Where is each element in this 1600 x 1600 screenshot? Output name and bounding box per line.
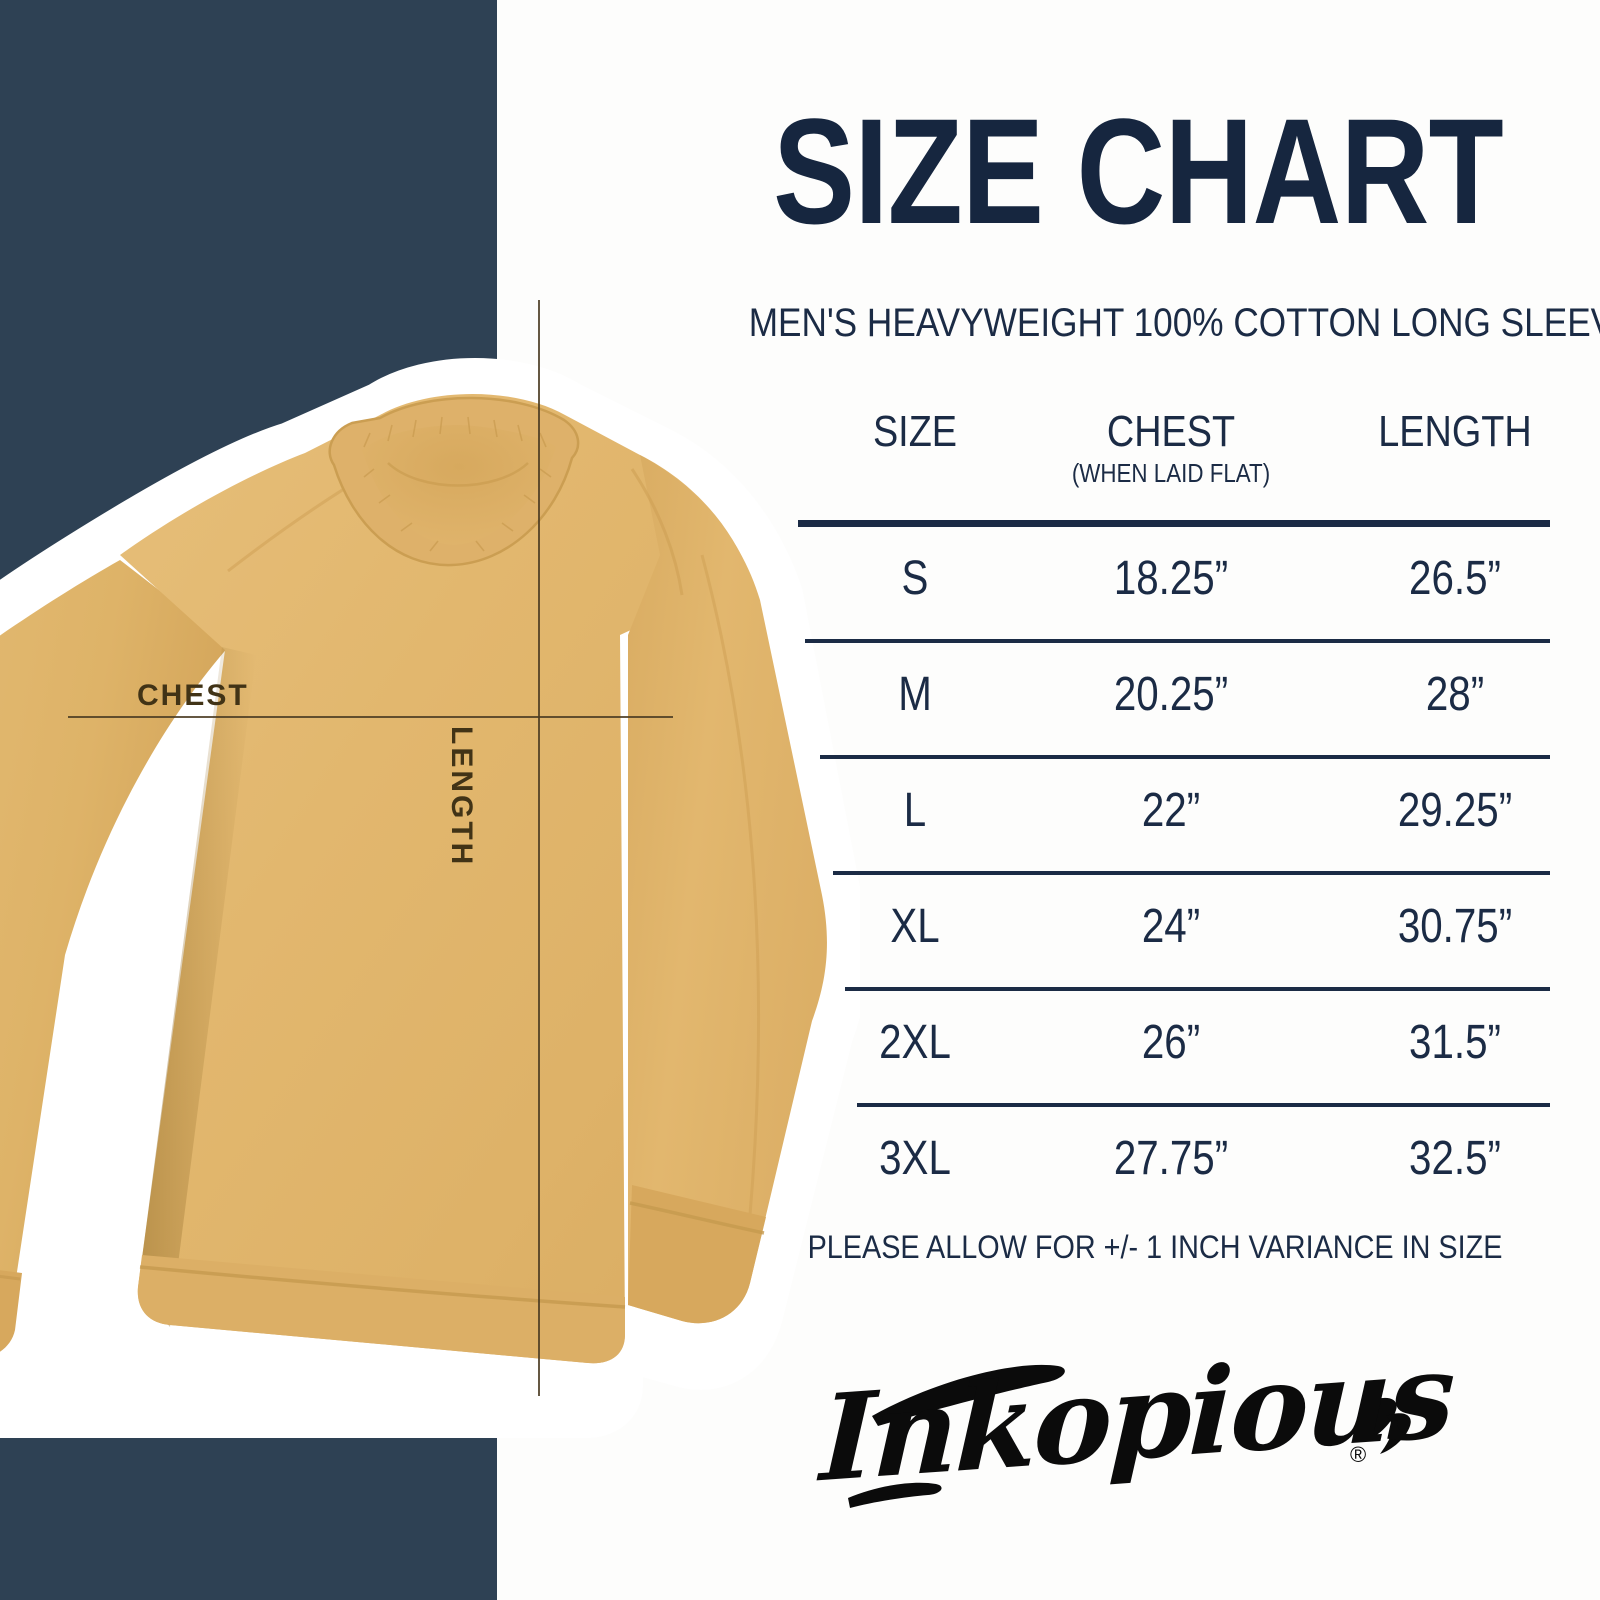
size-table: SIZE CHEST LENGTH (WHEN LAID FLAT) S 18.… — [795, 408, 1595, 1185]
content-column: SIZE CHART MEN'S HEAVYWEIGHT 100% COTTON… — [700, 0, 1600, 1600]
registered-trademark-icon: ® — [1350, 1442, 1367, 1467]
column-header-size: SIZE — [872, 407, 958, 456]
row-divider — [845, 987, 1550, 991]
table-body: S 18.25” 26.5” M 20.25” 28” L 22” 29.25” — [795, 527, 1595, 1223]
cell-chest: 20.25” — [1113, 668, 1229, 721]
cell-size: M — [898, 668, 932, 721]
cell-size: S — [901, 552, 929, 605]
column-header-chest: CHEST — [1106, 407, 1236, 456]
chest-label: CHEST — [137, 679, 249, 712]
table-header-rule — [798, 520, 1550, 527]
row-divider — [833, 871, 1550, 875]
shirt-illustration — [0, 255, 860, 1455]
length-label: LENGTH — [445, 726, 478, 868]
column-header-length: LENGTH — [1378, 407, 1532, 456]
chest-measurement-line — [68, 716, 673, 718]
cell-length: 28” — [1425, 668, 1485, 721]
table-row: S 18.25” 26.5” — [795, 527, 1595, 643]
column-header-chest-note: (WHEN LAID FLAT) — [1071, 458, 1271, 488]
cell-chest: 18.25” — [1113, 552, 1229, 605]
variance-note: PLEASE ALLOW FOR +/- 1 INCH VARIANCE IN … — [807, 1229, 1503, 1265]
cell-size: L — [903, 784, 927, 837]
cell-size: 3XL — [879, 1132, 951, 1185]
cell-chest: 27.75” — [1113, 1132, 1229, 1185]
brand-logo: Inkopious ® — [818, 1324, 1460, 1520]
table-row: XL 24” 30.75” — [795, 875, 1595, 991]
cell-chest: 24” — [1141, 900, 1201, 953]
cell-length: 32.5” — [1409, 1132, 1501, 1185]
row-divider — [857, 1103, 1550, 1107]
cell-size: 2XL — [879, 1016, 951, 1069]
cell-chest: 26” — [1141, 1016, 1201, 1069]
table-header-row: SIZE CHEST LENGTH (WHEN LAID FLAT) — [795, 408, 1595, 520]
row-divider — [805, 639, 1550, 643]
cell-length: 26.5” — [1409, 552, 1501, 605]
page-title: SIZE CHART — [773, 87, 1504, 255]
cell-length: 31.5” — [1409, 1016, 1501, 1069]
cell-chest: 22” — [1141, 784, 1201, 837]
cell-size: XL — [890, 900, 940, 953]
table-row: 2XL 26” 31.5” — [795, 991, 1595, 1107]
table-row: 3XL 27.75” 32.5” — [795, 1107, 1595, 1223]
cell-length: 30.75” — [1397, 900, 1513, 953]
cell-length: 29.25” — [1397, 784, 1513, 837]
table-row: L 22” 29.25” — [795, 759, 1595, 875]
length-measurement-line — [538, 300, 540, 1396]
table-row: M 20.25” 28” — [795, 643, 1595, 759]
brush-stroke-decoration — [848, 1364, 1411, 1508]
row-divider — [820, 755, 1550, 759]
page-subtitle: MEN'S HEAVYWEIGHT 100% COTTON LONG SLEEV… — [748, 301, 1600, 345]
